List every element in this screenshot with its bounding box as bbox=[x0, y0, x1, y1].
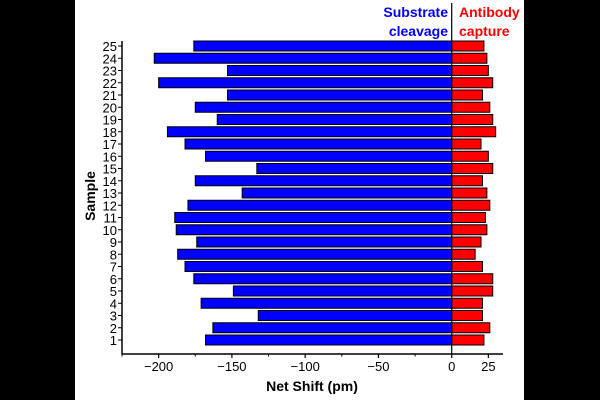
bar-substrate-cleavage-sample-7 bbox=[184, 261, 453, 272]
y-tick-label: 24 bbox=[103, 51, 117, 66]
x-tick-label: −200 bbox=[144, 359, 173, 374]
y-tick-label: 20 bbox=[103, 100, 117, 115]
x-axis-label: Net Shift (pm) bbox=[266, 378, 358, 394]
bar-substrate-cleavage-sample-13 bbox=[241, 187, 453, 199]
x-tick-label: 0 bbox=[448, 359, 455, 374]
y-tick-label: 25 bbox=[103, 39, 117, 54]
bar-antibody-capture-sample-13 bbox=[451, 187, 488, 199]
axes bbox=[118, 3, 503, 358]
bar-antibody-capture-sample-12 bbox=[451, 199, 491, 211]
bar-substrate-cleavage-sample-4 bbox=[200, 297, 453, 309]
y-tick-label: 10 bbox=[103, 223, 117, 238]
bar-antibody-capture-sample-2 bbox=[451, 322, 491, 334]
bar-substrate-cleavage-sample-10 bbox=[175, 224, 453, 236]
legend-antibody-line1: Antibody bbox=[459, 4, 520, 20]
bar-substrate-cleavage-sample-25 bbox=[193, 40, 453, 52]
y-tick-label: 2 bbox=[110, 321, 117, 336]
bar-substrate-cleavage-sample-5 bbox=[232, 285, 453, 297]
y-tick-label: 23 bbox=[103, 64, 117, 79]
bar-substrate-cleavage-sample-9 bbox=[196, 236, 453, 248]
y-tick-label: 15 bbox=[103, 162, 117, 177]
bar-substrate-cleavage-sample-8 bbox=[177, 248, 453, 260]
x-tick-label: −100 bbox=[291, 359, 320, 374]
bar-antibody-capture-sample-21 bbox=[451, 89, 483, 101]
y-tick-label: 18 bbox=[103, 125, 117, 140]
bar-substrate-cleavage-sample-12 bbox=[187, 199, 453, 211]
bar-substrate-cleavage-sample-11 bbox=[174, 212, 453, 223]
y-tick-label: 11 bbox=[104, 211, 118, 226]
bar-antibody-capture-sample-18 bbox=[451, 126, 497, 138]
y-tick-label: 7 bbox=[110, 260, 117, 275]
x-tick-label: −150 bbox=[217, 359, 246, 374]
bar-antibody-capture-sample-3 bbox=[451, 310, 483, 321]
bar-antibody-capture-sample-10 bbox=[451, 224, 488, 236]
x-tick-label: 25 bbox=[481, 359, 495, 374]
y-tick-label: 12 bbox=[103, 198, 117, 213]
bar-antibody-capture-sample-17 bbox=[451, 138, 482, 150]
bar-antibody-capture-sample-8 bbox=[451, 248, 476, 260]
bar-substrate-cleavage-sample-19 bbox=[216, 114, 453, 125]
bar-substrate-cleavage-sample-2 bbox=[212, 322, 453, 334]
x-tick-label: −50 bbox=[367, 359, 389, 374]
bar-antibody-capture-sample-11 bbox=[451, 212, 486, 223]
bar-antibody-capture-sample-20 bbox=[451, 101, 491, 113]
bar-antibody-capture-sample-22 bbox=[451, 77, 494, 89]
bar-antibody-capture-sample-1 bbox=[451, 334, 485, 346]
y-tick-label: 19 bbox=[103, 113, 117, 128]
bar-antibody-capture-sample-7 bbox=[451, 261, 483, 272]
bar-antibody-capture-sample-4 bbox=[451, 297, 483, 309]
legend-substrate-line1: Substrate bbox=[383, 4, 448, 20]
bar-antibody-capture-sample-23 bbox=[451, 65, 489, 76]
y-tick-label: 14 bbox=[103, 174, 117, 189]
y-tick-label: 4 bbox=[110, 296, 117, 311]
antibody-capture-bars bbox=[451, 40, 497, 346]
y-tick-label: 6 bbox=[110, 272, 117, 287]
y-axis-label: Sample bbox=[82, 171, 98, 221]
bar-substrate-cleavage-sample-6 bbox=[193, 273, 453, 285]
y-tick-label: 5 bbox=[110, 284, 117, 299]
bar-substrate-cleavage-sample-21 bbox=[227, 89, 453, 101]
bar-substrate-cleavage-sample-18 bbox=[166, 126, 453, 138]
bar-substrate-cleavage-sample-24 bbox=[153, 52, 453, 64]
bar-antibody-capture-sample-14 bbox=[451, 175, 483, 187]
bar-substrate-cleavage-sample-20 bbox=[194, 101, 453, 113]
bar-substrate-cleavage-sample-17 bbox=[184, 138, 453, 150]
legend-substrate-line2: cleavage bbox=[389, 23, 448, 39]
y-tick-label: 17 bbox=[103, 137, 117, 152]
y-tick-label: 9 bbox=[110, 235, 117, 250]
bar-substrate-cleavage-sample-3 bbox=[257, 310, 453, 321]
bar-substrate-cleavage-sample-15 bbox=[256, 163, 453, 174]
legend-antibody-line2: capture bbox=[459, 23, 510, 39]
bar-substrate-cleavage-sample-16 bbox=[205, 150, 453, 162]
bar-antibody-capture-sample-5 bbox=[451, 285, 494, 297]
substrate-cleavage-bars bbox=[153, 40, 453, 346]
bar-substrate-cleavage-sample-1 bbox=[205, 334, 453, 346]
bar-antibody-capture-sample-19 bbox=[451, 114, 494, 125]
bar-substrate-cleavage-sample-22 bbox=[158, 77, 453, 89]
bar-antibody-capture-sample-15 bbox=[451, 163, 494, 174]
y-tick-label: 8 bbox=[110, 247, 117, 262]
bar-antibody-capture-sample-9 bbox=[451, 236, 482, 248]
bar-substrate-cleavage-sample-23 bbox=[227, 65, 453, 76]
bar-antibody-capture-sample-6 bbox=[451, 273, 494, 285]
bar-antibody-capture-sample-25 bbox=[451, 40, 485, 52]
legend: Substrate cleavage Antibody capture bbox=[383, 4, 519, 39]
y-tick-label: 3 bbox=[110, 309, 117, 324]
y-tick-label: 22 bbox=[103, 76, 117, 91]
y-tick-label: 16 bbox=[103, 149, 117, 164]
y-tick-label: 1 bbox=[110, 333, 117, 348]
y-tick-label: 21 bbox=[103, 88, 117, 103]
y-tick-label: 13 bbox=[103, 186, 117, 201]
bar-substrate-cleavage-sample-14 bbox=[194, 175, 453, 187]
bar-antibody-capture-sample-24 bbox=[451, 52, 488, 64]
bar-antibody-capture-sample-16 bbox=[451, 150, 489, 162]
tick-labels: −200 −150 −100 −50 0 251234567891011121314151… bbox=[103, 39, 496, 374]
